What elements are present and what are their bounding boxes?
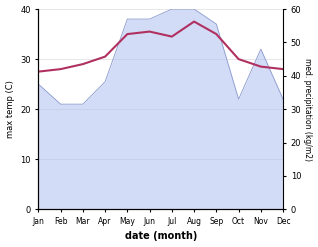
- Y-axis label: max temp (C): max temp (C): [5, 80, 15, 138]
- X-axis label: date (month): date (month): [125, 231, 197, 242]
- Y-axis label: med. precipitation (kg/m2): med. precipitation (kg/m2): [303, 58, 313, 161]
